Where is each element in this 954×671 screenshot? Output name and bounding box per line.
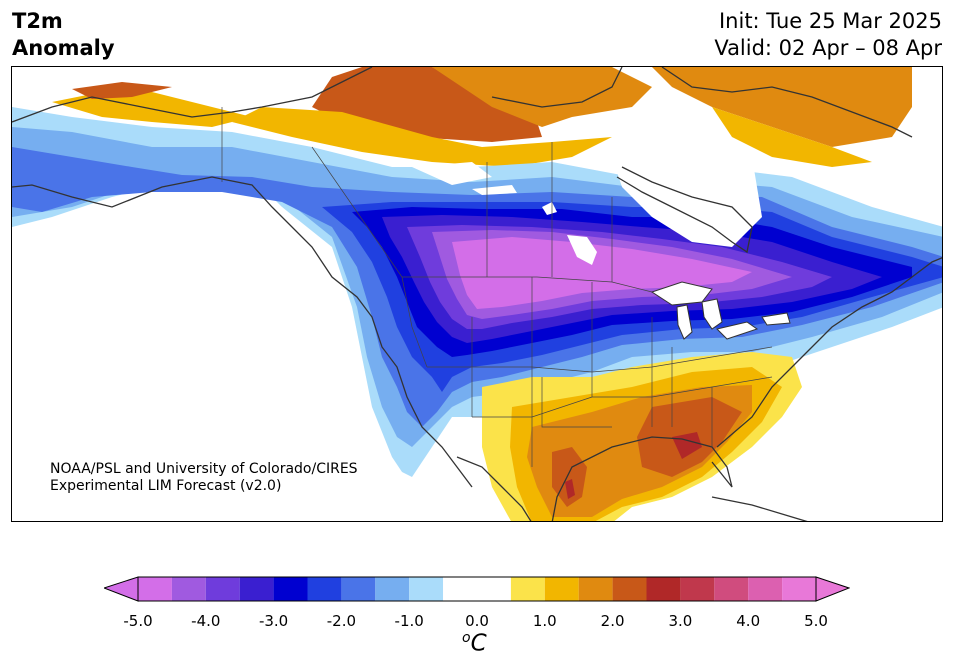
init-date: Init: Tue 25 Mar 2025 <box>718 9 942 33</box>
colorbar-bin-17 <box>748 577 783 601</box>
colorbar-tick-label: 1.0 <box>532 612 557 630</box>
colorbar-tick-label: 2.0 <box>600 612 625 630</box>
colorbar-tick-label: 5.0 <box>804 612 828 630</box>
colorbar-unit: oC <box>462 630 487 657</box>
colorbar-extend-high <box>815 576 850 602</box>
map-title: T2m Anomaly <box>12 8 115 62</box>
colorbar-bin-9 <box>443 577 511 601</box>
anomaly-map: NOAA/PSL and University of Colorado/CIRE… <box>11 66 943 522</box>
colorbar-bin-0 <box>138 577 172 601</box>
colorbar-bin-8 <box>409 577 444 601</box>
anomaly-shading <box>12 67 942 521</box>
colorbar-tick-label: 3.0 <box>668 612 693 630</box>
colorbar-bin-6 <box>341 577 376 601</box>
colorbar-bin-13 <box>612 577 647 601</box>
colorbar-bin-16 <box>714 577 749 601</box>
colorbar-bin-18 <box>782 577 816 601</box>
credit-line-1: NOAA/PSL and University of Colorado/CIRE… <box>50 461 358 477</box>
colorbar-bin-10 <box>510 577 545 601</box>
colorbar-bin-11 <box>544 577 579 601</box>
coastlines <box>12 67 942 521</box>
colorbar-bin-12 <box>578 577 613 601</box>
colorbar-bin-5 <box>307 577 342 601</box>
valid-dates: Valid: 02 Apr – 08 Apr <box>714 36 942 60</box>
colorbar-tick-label: -4.0 <box>191 612 221 630</box>
title-line-1: T2m <box>12 9 63 33</box>
credit-text: NOAA/PSL and University of Colorado/CIRE… <box>50 461 358 495</box>
colorbar-bin-4 <box>273 577 308 601</box>
great-lakes <box>650 281 791 340</box>
colorbar-tick-label: -2.0 <box>326 612 357 630</box>
colorbar-tick-label: 0.0 <box>465 612 489 630</box>
colorbar-tick-label: 4.0 <box>736 612 761 630</box>
colorbar-tick-label: -1.0 <box>394 612 424 630</box>
colorbar-bin-1 <box>171 577 206 601</box>
colorbar-tick-label: -5.0 <box>123 612 153 630</box>
title-line-2: Anomaly <box>12 36 115 60</box>
colorbar-bin-14 <box>646 577 681 601</box>
credit-line-2: Experimental LIM Forecast (v2.0) <box>50 478 282 494</box>
colorbar-bin-2 <box>205 577 240 601</box>
colorbar-tick-label: -3.0 <box>258 612 289 630</box>
state-borders <box>221 107 773 467</box>
colorbar <box>104 576 850 602</box>
colorbar-bin-7 <box>375 577 410 601</box>
colorbar-bin-3 <box>239 577 274 601</box>
colorbar-bin-15 <box>680 577 715 601</box>
forecast-dates: Init: Tue 25 Mar 2025 Valid: 02 Apr – 08… <box>714 8 942 62</box>
unit-superscript: o <box>462 630 471 646</box>
unit-base: C <box>470 630 487 657</box>
colorbar-extend-low <box>104 576 139 602</box>
